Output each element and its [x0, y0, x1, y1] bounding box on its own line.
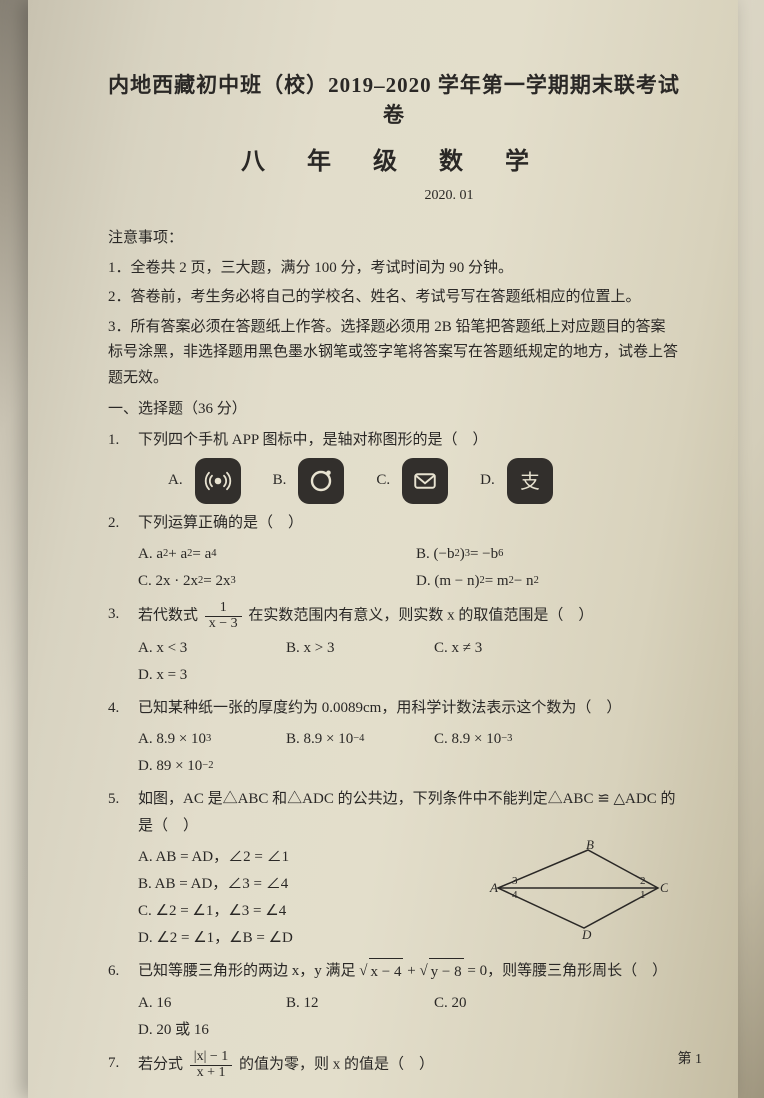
question-7: 7. 若分式 |x| − 1 x + 1 的值为零，则 x 的值是（ ）: [108, 1050, 680, 1084]
option-c: C. 2x · 2x2 = 2x3: [138, 568, 388, 595]
app-icon-quark: [292, 458, 344, 504]
fraction: 1 x − 3: [205, 601, 242, 631]
section-heading: 一、选择题（36 分）: [108, 399, 680, 421]
app-icon-alipay: 支: [501, 458, 553, 504]
question-5: 5. 如图，AC 是△ABC 和△ADC 的公共边，下列条件中不能判定△ABC …: [108, 786, 680, 952]
svg-text:2: 2: [640, 875, 646, 887]
option-b: B. 8.9 × 10−4: [286, 726, 406, 753]
option-a: A. a2 + a2 = a4: [138, 541, 388, 568]
app-icon-ximalaya: [189, 458, 241, 504]
option-c: C. ∠2 = ∠1，∠3 = ∠4: [138, 898, 388, 925]
question-stem: 下列四个手机 APP 图标中，是轴对称图形的是（ ）: [138, 427, 680, 454]
option-d: D. x = 3: [138, 662, 258, 689]
svg-text:1: 1: [640, 889, 646, 901]
question-6: 6. 已知等腰三角形的两边 x，y 满足 √x − 4 + √y − 8 = 0…: [108, 958, 680, 1044]
question-number: 5.: [108, 786, 138, 952]
question-stem: 如图，AC 是△ABC 和△ADC 的公共边，下列条件中不能判定△ABC ≌ △…: [138, 786, 680, 840]
option-a: A. 16: [138, 990, 258, 1017]
option-b: B. x > 3: [286, 635, 406, 662]
svg-text:D: D: [581, 927, 592, 940]
option-a: A. AB = AD，∠2 = ∠1: [138, 844, 388, 871]
option-label-b: B.: [273, 467, 287, 494]
question-stem: 若代数式 1 x − 3 在实数范围内有意义，则实数 x 的取值范围是（ ）: [138, 601, 680, 631]
svg-text:3: 3: [512, 875, 518, 887]
svg-text:B: B: [586, 840, 594, 852]
question-stem: 已知等腰三角形的两边 x，y 满足 √x − 4 + √y − 8 = 0，则等…: [138, 958, 680, 986]
question-number: 4.: [108, 695, 138, 780]
option-a: A. x < 3: [138, 635, 258, 662]
option-label-c: C.: [376, 467, 390, 494]
question-2: 2. 下列运算正确的是（ ） A. a2 + a2 = a4 C. 2x · 2…: [108, 510, 680, 595]
page-number: 第 1: [678, 1050, 703, 1070]
notice-item: 1．全卷共 2 页，三大题，满分 100 分，考试时间为 90 分钟。: [108, 256, 680, 282]
exam-title: 内地西藏初中班（校）2019–2020 学年第一学期期末联考试卷: [108, 70, 680, 131]
question-stem: 若分式 |x| − 1 x + 1 的值为零，则 x 的值是（ ）: [138, 1050, 680, 1080]
option-d: D. 89 × 10−2: [138, 753, 258, 780]
geometry-figure: A B C D 3 4 2 1: [488, 840, 668, 940]
question-number: 3.: [108, 601, 138, 689]
exam-date: 2020. 01: [108, 186, 680, 206]
svg-text:4: 4: [512, 889, 518, 901]
app-icon-mail: [396, 458, 448, 504]
question-1: 1. 下列四个手机 APP 图标中，是轴对称图形的是（ ） A. B. C. D…: [108, 427, 680, 504]
option-c: C. x ≠ 3: [434, 635, 554, 662]
exam-page: 内地西藏初中班（校）2019–2020 学年第一学期期末联考试卷 八 年 级 数…: [28, 0, 738, 1098]
sqrt-1: √x − 4: [359, 958, 403, 986]
option-label-a: A.: [168, 467, 183, 494]
notice-item: 3．所有答案必须在答题纸上作答。选择题必须用 2B 铅笔把答题纸上对应题目的答案…: [108, 315, 680, 392]
option-b: B. AB = AD，∠3 = ∠4: [138, 871, 388, 898]
option-d: D. ∠2 = ∠1，∠B = ∠D: [138, 925, 388, 952]
option-c: C. 20: [434, 990, 554, 1017]
notice-item: 2．答卷前，考生务必将自己的学校名、姓名、考试号写在答题纸相应的位置上。: [108, 285, 680, 311]
option-c: C. 8.9 × 10−3: [434, 726, 554, 753]
question-stem: 已知某种纸一张的厚度约为 0.0089cm，用科学计数法表示这个数为（ ）: [138, 695, 680, 722]
question-number: 1.: [108, 427, 138, 504]
notice-heading: 注意事项：: [108, 228, 680, 250]
question-number: 6.: [108, 958, 138, 1044]
question-stem: 下列运算正确的是（ ）: [138, 510, 694, 537]
option-b: B. (−b2)3 = −b6: [416, 541, 666, 568]
svg-text:A: A: [489, 880, 498, 895]
option-a: A. 8.9 × 103: [138, 726, 258, 753]
svg-text:支: 支: [520, 471, 540, 493]
exam-subtitle: 八 年 级 数 学: [108, 145, 680, 180]
fraction: |x| − 1 x + 1: [190, 1050, 233, 1080]
question-4: 4. 已知某种纸一张的厚度约为 0.0089cm，用科学计数法表示这个数为（ ）…: [108, 695, 680, 780]
question-3: 3. 若代数式 1 x − 3 在实数范围内有意义，则实数 x 的取值范围是（ …: [108, 601, 680, 689]
question-number: 7.: [108, 1050, 138, 1084]
question-number: 2.: [108, 510, 138, 595]
sqrt-2: √y − 8: [419, 958, 463, 986]
option-d: D. 20 或 16: [138, 1017, 258, 1044]
option-b: B. 12: [286, 990, 406, 1017]
option-d: D. (m − n)2 = m2 − n2: [416, 568, 666, 595]
svg-text:C: C: [660, 880, 668, 895]
option-label-d: D.: [480, 467, 495, 494]
